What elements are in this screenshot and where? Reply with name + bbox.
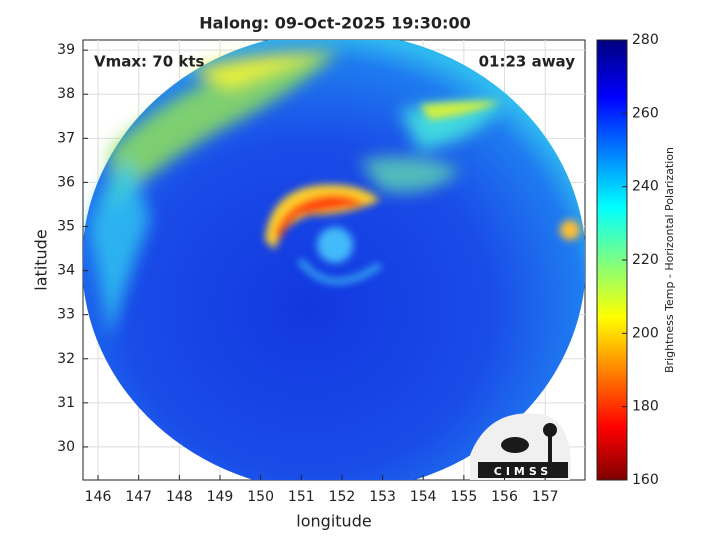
colorbar-label: Brightness Temp - Horizontal Polarizatio… (663, 147, 676, 373)
x-tick-label: 151 (288, 489, 315, 505)
y-tick-label: 32 (57, 351, 75, 367)
time-annotation: 01:23 away (479, 53, 576, 71)
x-tick-label: 150 (247, 489, 274, 505)
satellite-image (83, 40, 585, 480)
y-tick-label: 30 (57, 439, 75, 455)
cimss-logo: CIMSS (470, 413, 571, 480)
colorbar-tick-label: 240 (632, 179, 659, 195)
colorbar-tick-label: 280 (632, 32, 659, 48)
y-axis-label: latitude (32, 229, 51, 290)
colorbar-tick-label: 160 (632, 472, 659, 488)
y-tick-label: 38 (57, 86, 75, 102)
y-tick-label: 36 (57, 174, 75, 190)
x-tick-label: 153 (369, 489, 396, 505)
y-tick-label: 34 (57, 263, 75, 279)
x-tick-label: 148 (166, 489, 193, 505)
x-tick-label: 155 (451, 489, 478, 505)
vmax-annotation: Vmax: 70 kts (94, 53, 204, 71)
title: Halong: 09-Oct-2025 19:30:00 (199, 14, 470, 33)
colorbar-tick-label: 220 (632, 252, 659, 268)
colorbar-tick-label: 200 (632, 325, 659, 341)
colorbar-tick-label: 180 (632, 399, 659, 415)
y-tick-label: 39 (57, 42, 75, 58)
x-axis-label: longitude (296, 512, 371, 531)
y-tick-label: 33 (57, 307, 75, 323)
x-tick-label: 154 (410, 489, 437, 505)
x-tick-label: 156 (491, 489, 518, 505)
x-tick-label: 149 (207, 489, 234, 505)
y-tick-label: 35 (57, 218, 75, 234)
y-tick-label: 37 (57, 130, 75, 146)
x-tick-label: 157 (532, 489, 559, 505)
x-tick-label: 146 (85, 489, 112, 505)
x-tick-label: 147 (125, 489, 152, 505)
x-tick-label: 152 (329, 489, 356, 505)
logo-text: CIMSS (494, 465, 552, 478)
y-tick-label: 31 (57, 395, 75, 411)
colorbar-tick-label: 260 (632, 105, 659, 121)
